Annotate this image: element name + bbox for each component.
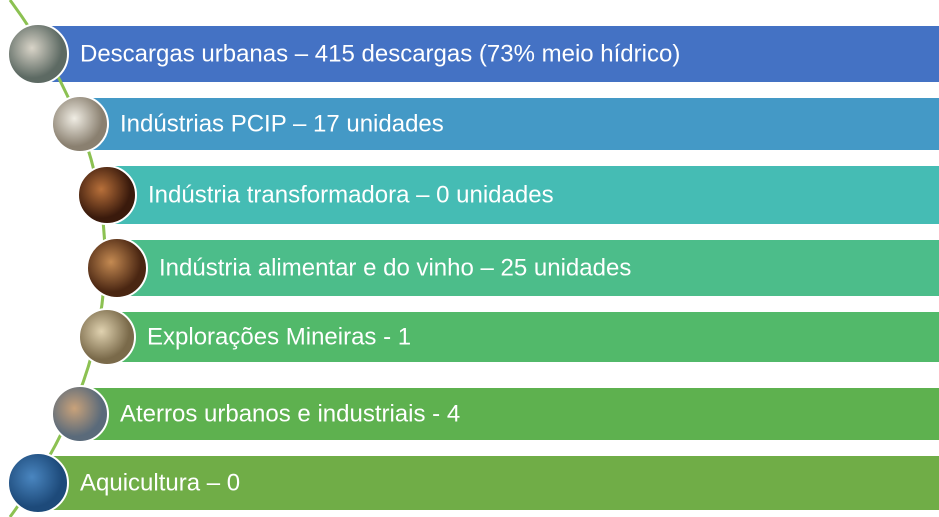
- list-label: Indústrias PCIP – 17 unidades: [120, 110, 444, 137]
- list-bar: [38, 456, 939, 510]
- list-label: Aterros urbanos e industriais - 4: [120, 400, 460, 427]
- list-bar: [107, 312, 939, 362]
- list-label: Indústria alimentar e do vinho – 25 unid…: [159, 254, 631, 281]
- list-label: Indústria transformadora – 0 unidades: [148, 181, 554, 208]
- item-icon: [78, 308, 136, 366]
- item-icon: [51, 385, 109, 443]
- bars: Descargas urbanas – 415 descargas (73% m…: [38, 26, 939, 510]
- item-icon: [7, 23, 69, 85]
- list-bar: [80, 388, 939, 440]
- list-bar: [80, 98, 939, 150]
- list-label: Aquicultura – 0: [80, 469, 240, 496]
- item-icon: [86, 237, 148, 299]
- list-label: Descargas urbanas – 415 descargas (73% m…: [80, 40, 680, 67]
- item-icon: [7, 452, 69, 514]
- icons: [7, 23, 148, 514]
- list-label: Explorações Mineiras - 1: [147, 323, 411, 350]
- list-bar: [38, 26, 939, 82]
- item-icon: [51, 95, 109, 153]
- list-bar: [107, 166, 939, 224]
- list-bar: [117, 240, 939, 296]
- item-icon: [77, 165, 137, 225]
